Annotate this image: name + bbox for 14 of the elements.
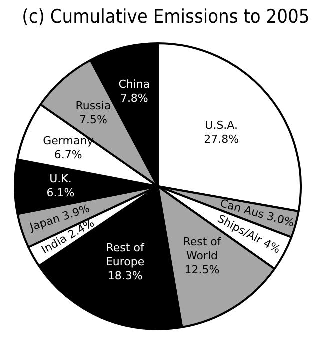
data-label: 7.8% [120, 92, 148, 106]
data-label: 6.1% [46, 186, 75, 200]
slice-label: Russia [76, 100, 112, 113]
slice-label: U.K. [50, 172, 72, 186]
data-label: 12.5% [184, 264, 220, 277]
slice-label: U.S.A. [205, 119, 238, 132]
slice-label: Rest of Europe [106, 242, 146, 269]
slice-label: China [118, 78, 150, 92]
data-label: 6.7% [54, 148, 82, 162]
chart-title: (c) Cumulative Emissions to 2005 [21, 6, 311, 30]
data-label: 18.3% [108, 270, 143, 283]
slice-label: Germany [43, 134, 94, 148]
data-label: 27.8% [204, 133, 240, 146]
data-label: 7.5% [79, 114, 108, 127]
